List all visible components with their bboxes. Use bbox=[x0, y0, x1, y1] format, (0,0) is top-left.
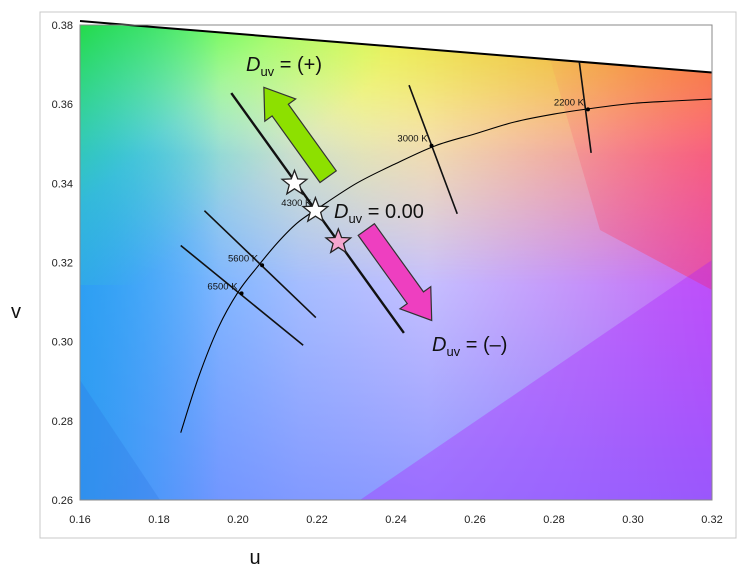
y-tick-label: 0.30 bbox=[52, 337, 73, 349]
star-marker-1 bbox=[280, 168, 309, 196]
isotherm-label: 4300 K bbox=[281, 198, 312, 209]
cct-point bbox=[429, 143, 434, 148]
x-tick-label: 0.22 bbox=[306, 514, 327, 526]
isotherm-line-5600k bbox=[203, 210, 317, 319]
positive-duv-arrow bbox=[263, 86, 338, 184]
isotherm-labels: 6500 K 5600 K 4300 K 3000 K 2200 K bbox=[207, 97, 584, 292]
y-tick-label: 0.32 bbox=[52, 258, 73, 270]
duv-positive-label: Duv = (+) bbox=[246, 54, 322, 79]
star-marker-3 bbox=[324, 227, 353, 254]
x-tick-label: 0.32 bbox=[701, 514, 722, 526]
star-markers bbox=[280, 168, 353, 254]
y-tick-label: 0.38 bbox=[52, 20, 73, 32]
cct-point bbox=[585, 107, 590, 112]
x-axis-title: u bbox=[249, 547, 260, 569]
duv-negative-label: Duv = (–) bbox=[432, 334, 507, 359]
x-tick-label: 0.18 bbox=[148, 514, 169, 526]
x-axis-ticks: 0.16 0.18 0.20 0.22 0.24 0.26 0.28 0.30 0.32 bbox=[69, 514, 722, 526]
x-tick-label: 0.24 bbox=[385, 514, 406, 526]
isotherm-line-3000k bbox=[408, 84, 458, 215]
y-tick-label: 0.28 bbox=[52, 416, 73, 428]
isotherm-line-2200k bbox=[578, 61, 592, 153]
isotherm-label: 5600 K bbox=[228, 253, 259, 264]
y-tick-label: 0.26 bbox=[52, 495, 73, 507]
y-tick-label: 0.36 bbox=[52, 99, 73, 111]
duv-zero-label: Duv = 0.00 bbox=[334, 201, 424, 226]
x-tick-label: 0.28 bbox=[543, 514, 564, 526]
isotherm-line-6500k bbox=[180, 244, 304, 346]
isotherm-label: 3000 K bbox=[397, 134, 428, 145]
chart-frame bbox=[39, 11, 737, 539]
y-tick-label: 0.34 bbox=[52, 178, 73, 190]
cct-point bbox=[239, 291, 244, 296]
x-tick-label: 0.16 bbox=[69, 514, 90, 526]
plot-area-border bbox=[79, 24, 713, 501]
star-marker-2 bbox=[301, 195, 330, 223]
x-tick-label: 0.20 bbox=[227, 514, 248, 526]
spectrum-locus-edge bbox=[79, 20, 713, 74]
y-axis-title: v bbox=[11, 301, 21, 323]
x-tick-label: 0.30 bbox=[622, 514, 643, 526]
negative-duv-arrow bbox=[357, 222, 433, 322]
planckian-locus-curve bbox=[180, 98, 713, 433]
cct-point bbox=[260, 263, 265, 268]
y-axis-ticks: 0.26 0.28 0.30 0.32 0.34 0.36 0.38 bbox=[52, 20, 73, 507]
x-tick-label: 0.26 bbox=[464, 514, 485, 526]
isotherm-label: 6500 K bbox=[207, 281, 238, 292]
isotherm-label: 2200 K bbox=[554, 97, 585, 108]
duv-arrows bbox=[263, 86, 433, 322]
